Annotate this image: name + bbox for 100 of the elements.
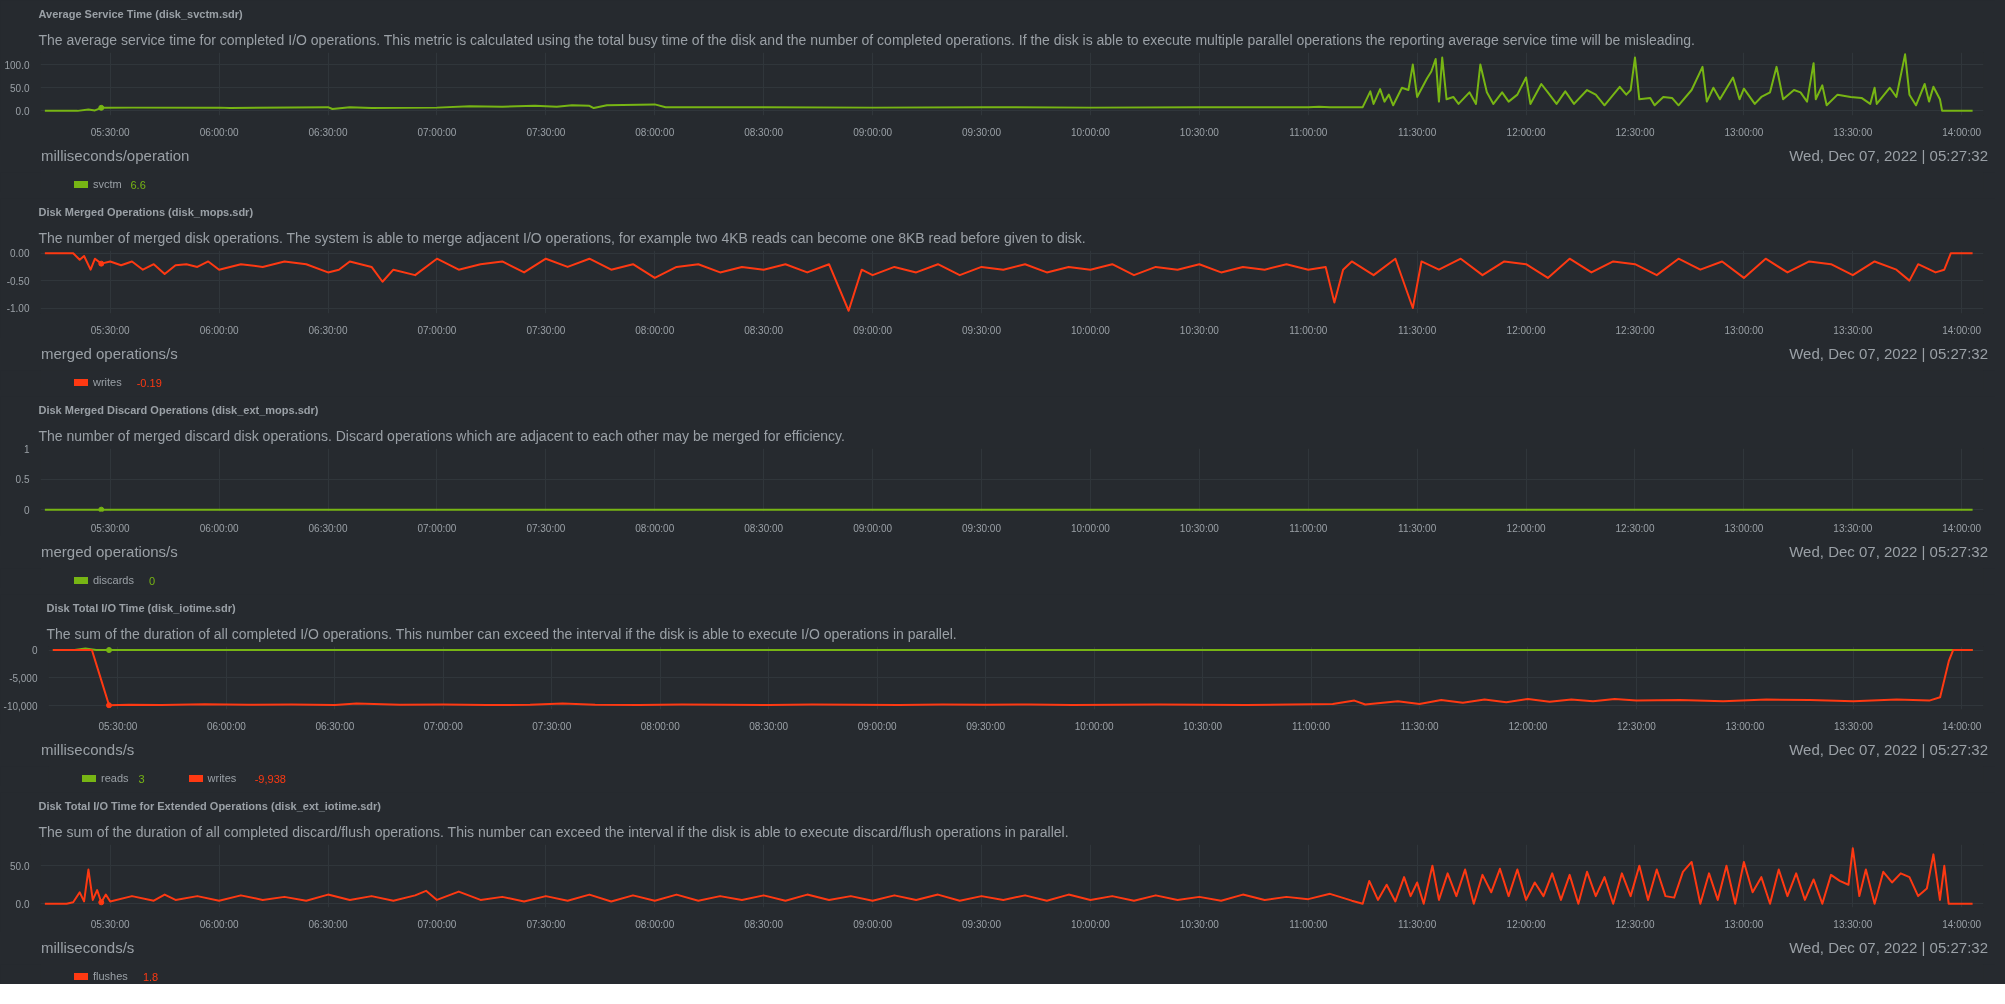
y-tick-label: 0: [31, 645, 38, 657]
y-tick-label: 0.5: [15, 474, 30, 486]
y-tick-label: -10,000: [3, 700, 38, 712]
line-series: [51, 649, 1974, 707]
x-tick-label: 06:00:00: [199, 324, 240, 336]
x-tick-label: 08:30:00: [744, 324, 784, 336]
text: 0: [149, 574, 156, 587]
text: Wed, Dec 07, 2022 | 05:27:32: [1789, 740, 1988, 760]
x-tick-label: 06:00:00: [199, 918, 240, 930]
x-tick-label: 05:30:00: [98, 720, 138, 732]
x-tick-label: 11:00:00: [1289, 918, 1328, 930]
line-series: [43, 847, 1974, 905]
x-tick-label: 07:00:00: [417, 126, 457, 138]
legend-label: svctm: [93, 178, 122, 190]
x-tick-label: 10:00:00: [1070, 522, 1111, 534]
x-tick-label: 07:00:00: [417, 324, 457, 336]
x-tick-label: 08:00:00: [635, 522, 675, 534]
y-tick-label: 50.0: [10, 82, 30, 94]
x-tick-label: 08:30:00: [749, 720, 789, 732]
x-tick-label: 12:30:00: [1616, 720, 1657, 732]
chart-subtitle: The number of merged disk operations. The system is able to merge adjacent I/O operations, for example two 4KB reads can become one 8KB read before given to disk.: [38, 229, 1086, 246]
x-tick-label: 10:30:00: [1183, 720, 1223, 732]
x-tick-label: 08:00:00: [635, 126, 675, 138]
x-tick-label: 07:00:00: [417, 522, 457, 534]
x-tick-label: 13:00:00: [1724, 324, 1764, 336]
x-tick-label: 12:30:00: [1615, 324, 1655, 336]
x-tick-label: 08:00:00: [640, 720, 681, 732]
x-tick-label: 08:00:00: [635, 324, 675, 336]
x-tick-label: 11:00:00: [1289, 522, 1328, 534]
x-tick-label: 05:30:00: [90, 324, 131, 336]
y-tick-label: 0: [23, 504, 30, 516]
x-tick-label: 07:00:00: [423, 720, 464, 732]
x-tick-label: 09:30:00: [962, 126, 1002, 138]
x-tick-label: 12:00:00: [1506, 918, 1546, 930]
x-tick-label: 08:30:00: [744, 918, 784, 930]
chart-title: Disk Total I/O Time (disk_iotime.sdr): [46, 601, 236, 614]
text: -9,938: [254, 772, 286, 785]
x-tick-label: 13:30:00: [1833, 522, 1873, 534]
x-tick-label: 12:30:00: [1615, 126, 1655, 138]
chart-subtitle: The sum of the duration of all completed discard/flush operations. This number can exceed the interval if the disk is able to execute discard/flush operations in parallel.: [38, 823, 1069, 840]
x-tick-label: 09:30:00: [966, 720, 1006, 732]
text: 6.6: [130, 178, 146, 191]
x-tick-label: 12:00:00: [1508, 720, 1548, 732]
x-tick-label: 11:30:00: [1398, 126, 1437, 138]
text: merged operations/s: [41, 542, 178, 562]
chart-subtitle: The number of merged discard disk operations. Discard operations which are adjacent to each other may be merged for efficiency.: [38, 427, 845, 444]
x-tick-label: 10:00:00: [1070, 918, 1111, 930]
x-tick-label: 06:30:00: [308, 522, 348, 534]
text: milliseconds/s: [41, 938, 135, 958]
x-tick-label: 11:30:00: [1398, 918, 1437, 930]
x-tick-label: 09:00:00: [853, 918, 893, 930]
x-tick-label: 11:00:00: [1289, 126, 1328, 138]
y-tick-label: -5,000: [9, 672, 38, 684]
x-tick-label: 07:30:00: [526, 522, 566, 534]
y-tick-label: 0.0: [15, 898, 30, 910]
x-tick-label: 07:30:00: [526, 324, 566, 336]
text: milliseconds/s: [41, 740, 135, 760]
y-tick-label: 100.0: [4, 59, 30, 71]
x-tick-label: 06:30:00: [308, 126, 348, 138]
x-tick-label: 11:30:00: [1400, 720, 1440, 732]
legend-label: discards: [93, 574, 134, 586]
line-series: [43, 53, 1974, 112]
x-tick-label: 13:00:00: [1724, 918, 1764, 930]
chart-title: Disk Merged Discard Operations (disk_ext_mops.sdr): [38, 403, 319, 416]
x-tick-label: 13:30:00: [1833, 918, 1873, 930]
text: Wed, Dec 07, 2022 | 05:27:32: [1789, 146, 1988, 166]
text: -0.19: [136, 376, 162, 389]
x-tick-label: 12:30:00: [1615, 918, 1655, 930]
x-tick-label: 12:00:00: [1506, 324, 1546, 336]
chart-title: Disk Merged Operations (disk_mops.sdr): [38, 205, 254, 218]
x-tick-label: 06:30:00: [308, 324, 348, 336]
y-tick-label: -1.00: [6, 303, 30, 315]
x-tick-label: 11:30:00: [1398, 522, 1437, 534]
x-tick-label: 09:00:00: [853, 522, 893, 534]
x-tick-label: 09:00:00: [857, 720, 898, 732]
y-tick-label: 0.0: [15, 105, 30, 117]
x-tick-label: 08:30:00: [744, 126, 784, 138]
x-tick-label: 12:30:00: [1615, 522, 1655, 534]
x-tick-label: 13:30:00: [1833, 324, 1873, 336]
x-tick-label: 09:30:00: [962, 918, 1002, 930]
x-tick-label: 07:30:00: [526, 126, 566, 138]
x-tick-label: 05:30:00: [90, 126, 131, 138]
x-tick-label: 13:00:00: [1724, 522, 1764, 534]
x-tick-label: 11:30:00: [1398, 324, 1437, 336]
legend-label: flushes: [93, 970, 128, 982]
x-tick-label: 14:00:00: [1942, 720, 1982, 732]
x-tick-label: 12:00:00: [1506, 522, 1546, 534]
x-tick-label: 10:00:00: [1074, 720, 1114, 732]
x-tick-label: 10:30:00: [1179, 324, 1220, 336]
x-tick-label: 09:30:00: [962, 324, 1002, 336]
x-tick-label: 14:00:00: [1942, 522, 1982, 534]
x-tick-label: 06:00:00: [206, 720, 247, 732]
x-tick-label: 14:00:00: [1942, 324, 1982, 336]
x-tick-label: 12:00:00: [1506, 126, 1546, 138]
legend-label: writes: [93, 376, 122, 388]
y-tick-label: -0.50: [6, 275, 30, 287]
x-tick-label: 06:30:00: [315, 720, 355, 732]
text: milliseconds/operation: [41, 146, 190, 166]
legend-label: reads: [101, 772, 129, 784]
x-tick-label: 05:30:00: [90, 918, 131, 930]
